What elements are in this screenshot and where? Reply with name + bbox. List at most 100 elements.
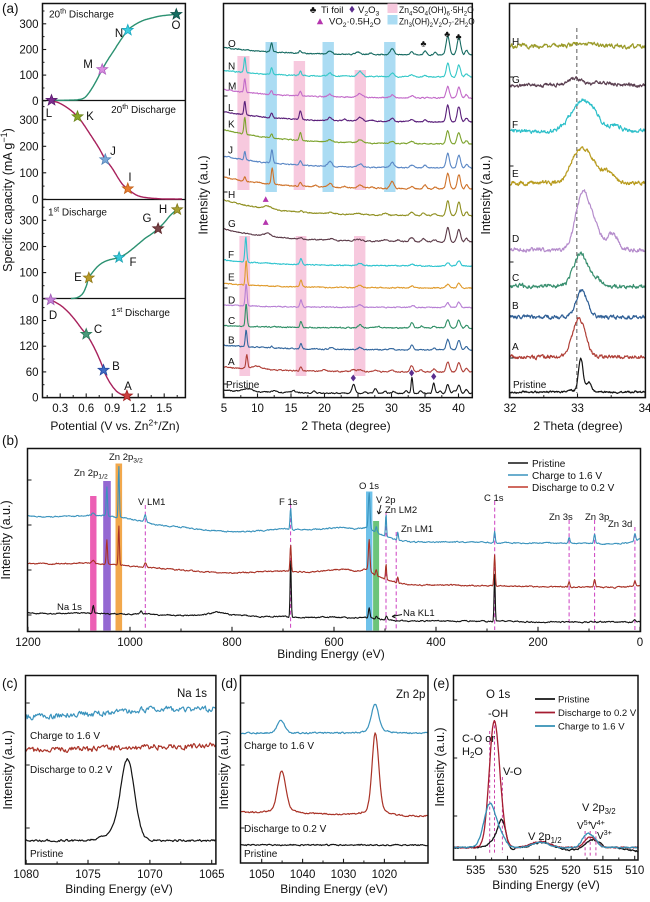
svg-text:1030: 1030 — [331, 869, 357, 881]
svg-text:Zn LM2: Zn LM2 — [385, 505, 417, 516]
svg-text:C: C — [94, 324, 102, 336]
svg-text:200: 200 — [528, 637, 547, 649]
svg-text:O: O — [172, 20, 181, 32]
svg-text:B: B — [512, 301, 519, 312]
svg-text:(e): (e) — [433, 676, 450, 691]
svg-text:Na 1s: Na 1s — [57, 602, 82, 613]
svg-text:M: M — [228, 82, 236, 93]
svg-text:C 1s: C 1s — [484, 493, 504, 504]
svg-text:535: 535 — [466, 865, 485, 877]
svg-text:Specific capacity (mA g−1​): Specific capacity (mA g−1​) — [0, 128, 15, 272]
svg-text:15: 15 — [285, 403, 298, 415]
svg-text:0: 0 — [637, 637, 643, 649]
svg-text:Pristine: Pristine — [558, 695, 590, 706]
svg-text:(d): (d) — [221, 676, 238, 691]
svg-text:800: 800 — [222, 637, 241, 649]
svg-text:Binding Energy (eV): Binding Energy (eV) — [280, 882, 387, 896]
svg-text:0.9: 0.9 — [104, 403, 120, 415]
svg-text:H: H — [159, 204, 167, 216]
svg-text:1080: 1080 — [13, 869, 39, 881]
svg-text:Na KL1: Na KL1 — [403, 608, 435, 619]
svg-text:0: 0 — [32, 393, 38, 405]
svg-text:I: I — [228, 168, 231, 179]
svg-text:-OH: -OH — [488, 708, 508, 720]
svg-text:H: H — [228, 190, 235, 201]
svg-text:520: 520 — [562, 865, 581, 877]
svg-text:G: G — [228, 219, 236, 230]
svg-text:F: F — [512, 120, 518, 131]
svg-text:525: 525 — [530, 865, 549, 877]
svg-text:J: J — [228, 146, 233, 157]
svg-text:Ti foil: Ti foil — [321, 5, 343, 16]
svg-text:Pristine: Pristine — [532, 459, 566, 470]
svg-text:0.3: 0.3 — [52, 403, 68, 415]
svg-text:E: E — [74, 272, 82, 284]
svg-text:33: 33 — [571, 403, 584, 415]
svg-text:Intensity (a.u.): Intensity (a.u.) — [433, 727, 447, 806]
svg-text:100: 100 — [19, 168, 38, 180]
svg-text:510: 510 — [625, 865, 644, 877]
svg-text:C-O or: C-O or — [462, 733, 495, 745]
svg-text:5: 5 — [221, 403, 227, 415]
svg-text:Discharge to 0.2 V: Discharge to 0.2 V — [244, 824, 327, 835]
svg-text:Zn 2p: Zn 2p — [396, 689, 425, 701]
svg-text:Zn3​(OH)2​V2​O7​·2H2​O: Zn3​(OH)2​V2​O7​·2H2​O — [399, 16, 475, 29]
svg-text:Discharge to 0.2 V: Discharge to 0.2 V — [532, 483, 615, 494]
svg-text:200: 200 — [19, 44, 38, 56]
svg-text:530: 530 — [498, 865, 517, 877]
svg-text:1000: 1000 — [117, 637, 143, 649]
svg-text:B: B — [228, 336, 235, 347]
svg-text:0: 0 — [32, 96, 38, 108]
svg-text:O 1s: O 1s — [486, 689, 511, 701]
svg-text:Binding Energy (eV): Binding Energy (eV) — [492, 878, 599, 892]
svg-text:Intensity (a.u.): Intensity (a.u.) — [197, 155, 211, 234]
svg-text:Intensity (a.u.): Intensity (a.u.) — [479, 155, 493, 234]
svg-text:Zn LM1: Zn LM1 — [401, 524, 433, 535]
svg-text:2 Theta (degree): 2 Theta (degree) — [301, 419, 390, 433]
svg-text:Intensity (a.u.): Intensity (a.u.) — [217, 730, 231, 809]
svg-text:O 1s: O 1s — [359, 481, 379, 492]
svg-text:H2​O: H2​O — [462, 746, 483, 760]
svg-text:V LM1: V LM1 — [138, 497, 165, 508]
svg-text:1065: 1065 — [199, 869, 225, 881]
svg-text:60: 60 — [26, 367, 39, 379]
svg-text:600: 600 — [324, 637, 343, 649]
svg-text:D: D — [49, 310, 57, 322]
svg-text:1200: 1200 — [15, 637, 41, 649]
svg-text:1st​ Discharge: 1st​ Discharge — [111, 305, 170, 319]
svg-text:0.6: 0.6 — [78, 403, 94, 415]
svg-text:C: C — [512, 273, 519, 284]
svg-text:G: G — [143, 213, 152, 225]
svg-text:V2​O3​: V2​O3​ — [358, 5, 380, 17]
svg-text:35: 35 — [419, 403, 432, 415]
svg-text:1.5: 1.5 — [156, 403, 172, 415]
svg-text:I: I — [128, 172, 131, 184]
svg-text:20th​ Discharge: 20th​ Discharge — [111, 102, 176, 116]
svg-text:Charge to 1.6 V: Charge to 1.6 V — [558, 722, 625, 733]
svg-text:♣: ♣ — [310, 5, 317, 16]
svg-text:32: 32 — [504, 403, 517, 415]
svg-text:Zn 3s: Zn 3s — [549, 512, 573, 523]
svg-text:(c): (c) — [2, 676, 18, 691]
svg-text:Pristine: Pristine — [244, 849, 278, 860]
svg-text:O: O — [228, 39, 236, 50]
svg-text:1075: 1075 — [75, 869, 101, 881]
svg-text:Binding Energy (eV): Binding Energy (eV) — [65, 882, 172, 896]
svg-text:100: 100 — [19, 70, 38, 82]
svg-text:L: L — [228, 103, 234, 114]
svg-text:1070: 1070 — [137, 869, 163, 881]
svg-text:B: B — [112, 361, 120, 373]
svg-text:0: 0 — [32, 294, 38, 306]
svg-text:V 2p: V 2p — [376, 495, 396, 506]
svg-text:♣: ♣ — [456, 32, 462, 42]
svg-text:F 1s: F 1s — [279, 497, 298, 508]
svg-text:Discharge to 0.2 V: Discharge to 0.2 V — [30, 765, 113, 776]
svg-text:Intensity (a.u.): Intensity (a.u.) — [1, 730, 15, 809]
svg-text:H: H — [512, 37, 519, 48]
svg-text:300: 300 — [19, 115, 38, 127]
svg-text:A: A — [512, 342, 519, 353]
svg-text:1020: 1020 — [372, 869, 398, 881]
svg-text:Intensity (a.u.): Intensity (a.u.) — [0, 500, 13, 579]
svg-text:Binding Energy (eV): Binding Energy (eV) — [277, 647, 384, 661]
svg-text:300: 300 — [19, 215, 38, 227]
